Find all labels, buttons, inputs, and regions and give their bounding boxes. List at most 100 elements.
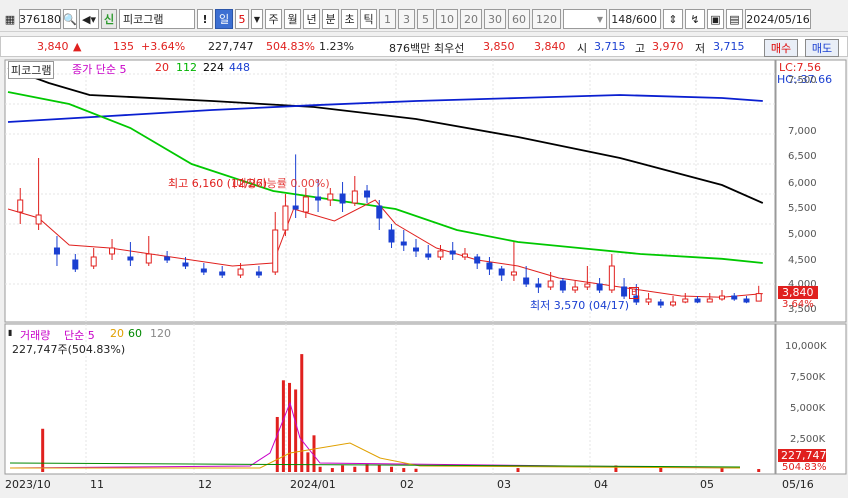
interval-20-button[interactable]: 20 bbox=[460, 9, 482, 29]
stock-badge: 신 bbox=[101, 9, 117, 29]
low-label: 저 bbox=[695, 42, 706, 55]
candle-body bbox=[645, 298, 652, 303]
volume-bar bbox=[402, 468, 406, 472]
x-axis-label: 2023/10 bbox=[5, 478, 51, 491]
x-axis-label: 03 bbox=[497, 478, 511, 491]
count-display[interactable]: 148/600 bbox=[609, 9, 661, 29]
volume-bar bbox=[306, 452, 310, 472]
candle-body bbox=[90, 256, 97, 267]
volume-bar bbox=[312, 435, 316, 472]
candle-body bbox=[510, 271, 517, 276]
period-month-button[interactable]: 월 bbox=[284, 9, 301, 29]
chart-area[interactable]: 피코그램 종가 단순 5 20 112 224 448 LC:7.56 HC:-… bbox=[0, 58, 848, 495]
interval-10-button[interactable]: 10 bbox=[436, 9, 458, 29]
volume-bar bbox=[300, 354, 304, 472]
candle-body bbox=[682, 298, 689, 303]
candle-body bbox=[474, 256, 481, 264]
ma112-label: 112 bbox=[176, 61, 197, 74]
interval-5-button[interactable]: 5 bbox=[417, 9, 434, 29]
period-year-button[interactable]: 년 bbox=[303, 9, 320, 29]
search-icon[interactable]: 🔍 bbox=[63, 9, 77, 29]
interval-select[interactable]: ▼ bbox=[563, 9, 607, 29]
interval-60-button[interactable]: 60 bbox=[508, 9, 530, 29]
candle-body bbox=[523, 277, 530, 285]
period-minute-button[interactable]: 분 bbox=[322, 9, 339, 29]
vol-y-tick: 7,500K bbox=[790, 372, 826, 383]
candle-body bbox=[743, 298, 750, 303]
vol-ma20-line bbox=[10, 442, 741, 469]
candle-body bbox=[200, 268, 207, 273]
candle-body bbox=[559, 280, 566, 291]
volume-bar bbox=[365, 464, 369, 472]
candle-body bbox=[315, 196, 322, 201]
interval-120-button[interactable]: 120 bbox=[532, 9, 561, 29]
x-axis-label: 02 bbox=[400, 478, 414, 491]
candle-body bbox=[364, 190, 371, 198]
candle-body bbox=[461, 253, 468, 258]
sell-button[interactable]: 매도 bbox=[805, 39, 839, 57]
save-icon[interactable]: ▣ bbox=[707, 9, 724, 29]
open-label: 시 bbox=[577, 42, 588, 55]
ma-blue-line bbox=[7, 94, 763, 123]
price-change-pct: +3.64% bbox=[141, 40, 186, 53]
y-tick: 5,000 bbox=[788, 229, 817, 240]
trend-icon[interactable]: ↯ bbox=[685, 9, 705, 29]
ma20-label: 20 bbox=[155, 61, 169, 74]
period-tick-button[interactable]: 틱 bbox=[360, 9, 377, 29]
period-count[interactable]: 5 bbox=[235, 9, 249, 29]
code-input[interactable]: 376180 bbox=[19, 9, 61, 29]
x-axis-label: 04 bbox=[594, 478, 608, 491]
ma-title: 종가 단순 5 bbox=[72, 63, 127, 76]
interval-1-button[interactable]: 1 bbox=[379, 9, 396, 29]
ma-long-line bbox=[7, 67, 764, 204]
volume-panel-icon: ▮ bbox=[8, 328, 13, 337]
ma-red-line bbox=[7, 199, 763, 298]
volume-title: 거래량 bbox=[20, 329, 51, 342]
date-input[interactable]: 2024/05/16 bbox=[745, 9, 811, 29]
up-arrow-icon: ▲ bbox=[73, 40, 82, 53]
calendar-icon[interactable]: ▤ bbox=[726, 9, 743, 29]
y-tick: 6,500 bbox=[788, 151, 817, 162]
candle-body bbox=[731, 295, 738, 300]
candle-body bbox=[145, 253, 152, 264]
alert-button[interactable]: ! bbox=[197, 9, 213, 29]
candle-body bbox=[400, 241, 407, 246]
volume-bar bbox=[318, 466, 322, 472]
candle-body bbox=[237, 268, 244, 276]
interval-3-button[interactable]: 3 bbox=[398, 9, 415, 29]
period-day-button[interactable]: 일 bbox=[215, 9, 233, 29]
stock-name[interactable]: 피코그램 bbox=[119, 9, 195, 29]
volume-pct-tag: 504.83% bbox=[782, 462, 827, 473]
b-marker[interactable]: B bbox=[629, 287, 640, 299]
price-change: 135 bbox=[113, 40, 134, 53]
period-week-button[interactable]: 주 bbox=[265, 9, 282, 29]
candle-body bbox=[657, 301, 664, 306]
volume-bar bbox=[390, 466, 394, 472]
interval-30-button[interactable]: 30 bbox=[484, 9, 506, 29]
best-quote-label: 최우선 bbox=[434, 42, 465, 55]
bid-price: 3,840 bbox=[534, 40, 566, 53]
toolbar: ▦ 376180 🔍 ◀▾ 신 피코그램 ! 일 5 ▼ 주 월 년 분 초 틱… bbox=[0, 7, 848, 32]
chevron-down-icon[interactable]: ▼ bbox=[251, 9, 263, 29]
volume-bar bbox=[330, 468, 334, 472]
candle-body bbox=[282, 205, 289, 231]
buy-button[interactable]: 매수 bbox=[764, 39, 798, 57]
candle-body bbox=[339, 193, 346, 204]
volume-bar bbox=[516, 468, 520, 472]
hc-label: HC:-37.66 bbox=[777, 73, 833, 86]
y-tick: 5,500 bbox=[788, 203, 817, 214]
speaker-icon[interactable]: ◀▾ bbox=[79, 9, 99, 29]
y-tick: 4,500 bbox=[788, 255, 817, 266]
candle-body bbox=[53, 247, 60, 255]
price-panel-name[interactable]: 피코그램 bbox=[8, 61, 55, 79]
candle-body bbox=[182, 262, 189, 267]
list-icon[interactable]: ▦ bbox=[4, 12, 16, 26]
period-second-button[interactable]: 초 bbox=[341, 9, 358, 29]
price-volume-chart[interactable] bbox=[0, 58, 848, 495]
candle-body bbox=[719, 295, 725, 300]
ask-price: 3,850 bbox=[483, 40, 515, 53]
candle-body bbox=[670, 301, 677, 306]
high-price: 3,970 bbox=[652, 40, 684, 53]
indicator-icon[interactable]: ⇕ bbox=[663, 9, 683, 29]
candle-body bbox=[547, 280, 554, 288]
